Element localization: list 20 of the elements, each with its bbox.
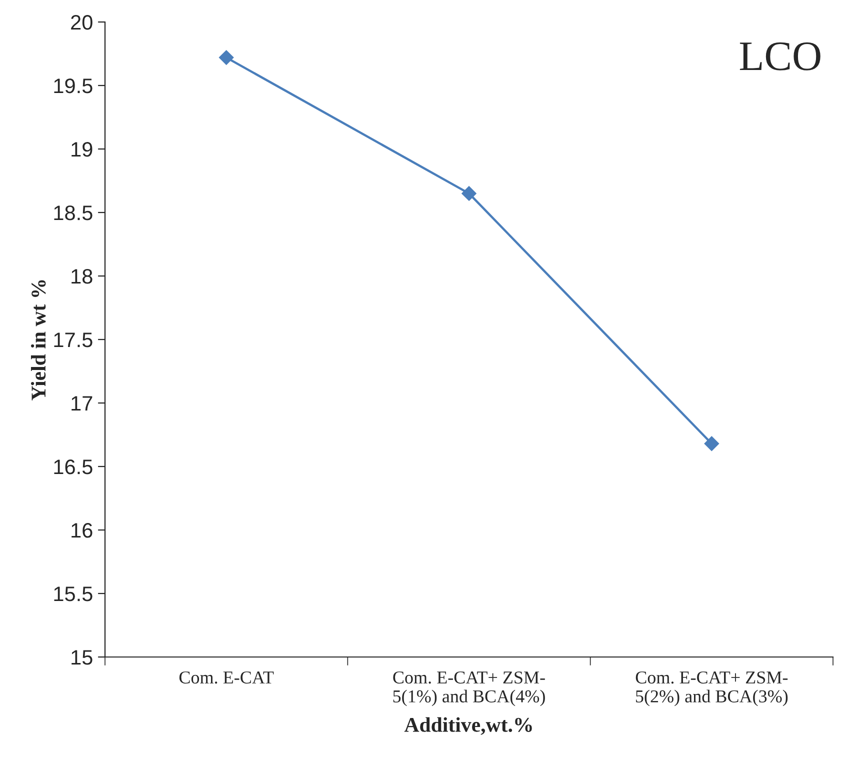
y-tick-label: 18 <box>72 269 92 284</box>
y-tick-label: 17 <box>72 396 92 411</box>
y-tick-label: 18.5 <box>54 206 92 220</box>
y-tick-label: 15.5 <box>54 586 92 602</box>
x-axis-title: Additive,wt.% <box>404 717 532 735</box>
y-axis-title: Yield in wt % <box>30 280 46 400</box>
x-tick-label: Com. E-CAT+ ZSM- 5(2%) and BCA(3%) <box>636 671 788 706</box>
y-tick-label: 17.5 <box>54 332 92 348</box>
y-tick-label: 15 <box>72 650 92 665</box>
y-tick-label: 19.5 <box>54 78 92 94</box>
y-tick-label: 16 <box>72 523 92 538</box>
y-tick-label: 19 <box>72 142 92 157</box>
x-tick-label: Com. E-CAT <box>179 671 274 684</box>
y-tick-label: 16.5 <box>54 460 92 474</box>
y-tick-label: 20 <box>71 15 92 30</box>
point <box>704 436 720 452</box>
annotation: LCO <box>740 42 820 70</box>
x-tick-label: Com. E-CAT+ ZSM- 5(1%) and BCA(4%) <box>393 671 545 706</box>
point <box>462 186 476 201</box>
point <box>218 50 234 65</box>
